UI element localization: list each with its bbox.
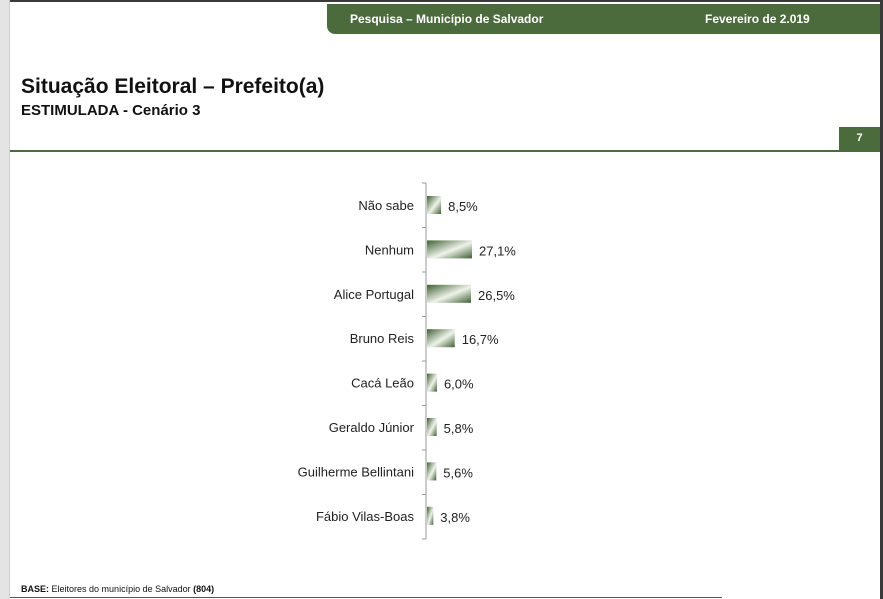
data-label: 3,8%: [440, 510, 470, 525]
title-divider: [10, 150, 880, 152]
base-note: BASE: Eleitores do município de Salvador…: [21, 584, 214, 594]
page-title: Situação Eleitoral – Prefeito(a): [21, 75, 325, 98]
header-bar: Pesquisa – Município de Salvador Feverei…: [327, 4, 880, 34]
bar: [427, 373, 437, 392]
category-label: Alice Portugal: [334, 287, 414, 302]
window-right-border: [880, 0, 883, 599]
header-date-label: Fevereiro de 2.019: [705, 12, 810, 26]
window-left-border: [0, 0, 10, 599]
bar: [427, 418, 437, 436]
category-label: Geraldo Júnior: [329, 420, 415, 435]
base-note-count: (804): [193, 584, 215, 594]
bar: [427, 506, 434, 525]
base-note-text: Eleitores do município de Salvador: [51, 584, 191, 594]
header-survey-label: Pesquisa – Município de Salvador: [350, 12, 544, 26]
footer-divider: [10, 597, 722, 598]
data-label: 5,8%: [444, 421, 474, 436]
base-note-label: BASE:: [21, 584, 50, 594]
data-label: 8,5%: [448, 199, 478, 214]
bar: [427, 329, 455, 348]
category-label: Fábio Vilas-Boas: [316, 509, 415, 524]
category-label: Cacá Leão: [351, 376, 414, 391]
category-label: Nenhum: [365, 242, 414, 257]
data-label: 5,6%: [443, 465, 473, 480]
window-top-border: [0, 0, 883, 2]
data-label: 6,0%: [444, 377, 474, 392]
category-label: Não sabe: [358, 198, 414, 213]
data-label: 27,1%: [479, 243, 516, 258]
category-label: Bruno Reis: [350, 331, 415, 346]
bar: [427, 196, 442, 214]
bar: [427, 240, 472, 259]
bar: [427, 462, 437, 481]
page-subtitle: ESTIMULADA - Cenário 3: [21, 102, 201, 119]
bar: [427, 284, 472, 303]
data-label: 26,5%: [478, 288, 515, 303]
page-number-badge: 7: [839, 127, 880, 150]
category-label: Guilherme Bellintani: [298, 464, 414, 479]
data-label: 16,7%: [462, 332, 499, 347]
